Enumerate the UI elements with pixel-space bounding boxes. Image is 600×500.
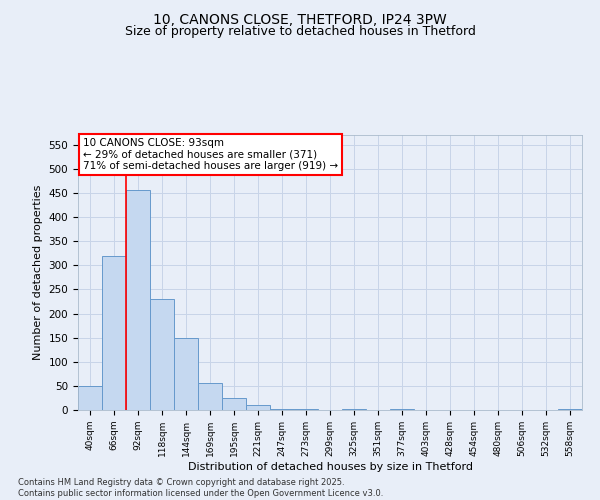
Bar [198,384,222,410]
Bar [342,408,366,410]
Text: Size of property relative to detached houses in Thetford: Size of property relative to detached ho… [125,25,475,38]
Bar [294,408,318,410]
Y-axis label: Number of detached properties: Number of detached properties [33,185,43,360]
Bar [558,408,582,410]
Bar [150,299,174,410]
Bar [126,190,150,410]
Bar [246,405,270,410]
Text: Contains HM Land Registry data © Crown copyright and database right 2025.
Contai: Contains HM Land Registry data © Crown c… [18,478,383,498]
Bar [78,386,102,410]
Bar [102,256,126,410]
Bar [270,408,294,410]
Text: 10 CANONS CLOSE: 93sqm
← 29% of detached houses are smaller (371)
71% of semi-de: 10 CANONS CLOSE: 93sqm ← 29% of detached… [83,138,338,171]
X-axis label: Distribution of detached houses by size in Thetford: Distribution of detached houses by size … [187,462,473,471]
Bar [174,338,198,410]
Bar [390,408,414,410]
Text: 10, CANONS CLOSE, THETFORD, IP24 3PW: 10, CANONS CLOSE, THETFORD, IP24 3PW [153,12,447,26]
Bar [222,398,246,410]
